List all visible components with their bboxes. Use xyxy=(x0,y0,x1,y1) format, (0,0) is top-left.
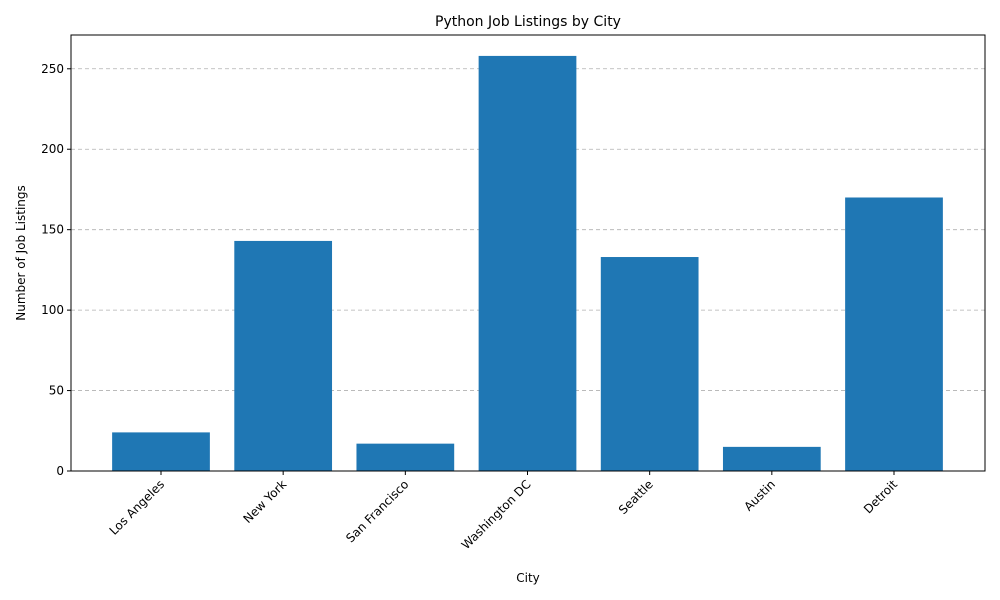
x-axis: Los Angeles New York San Francisco Washingt… xyxy=(107,471,900,552)
x-tick-label: Detroit xyxy=(861,477,900,516)
y-tick-label: 50 xyxy=(49,384,64,398)
x-tick-label: Washington DC xyxy=(459,477,534,552)
y-tick-label: 100 xyxy=(41,303,64,317)
bar-austin xyxy=(722,446,821,471)
x-tick-label: New York xyxy=(241,477,290,526)
bar-washington-dc xyxy=(478,55,577,471)
bar-seattle xyxy=(600,257,699,471)
bar-los-angeles xyxy=(112,432,210,471)
chart-title: Python Job Listings by City xyxy=(435,14,621,30)
y-tick-label: 250 xyxy=(41,62,64,76)
bar-san-francisco xyxy=(356,443,455,471)
bar-new-york xyxy=(234,240,333,471)
y-axis-label: Number of Job Listings xyxy=(14,185,28,321)
y-tick-label: 0 xyxy=(56,464,64,478)
x-tick-label: Seattle xyxy=(616,477,656,517)
x-tick-label: Los Angeles xyxy=(107,477,168,538)
x-tick-label: Austin xyxy=(741,477,778,514)
bar-detroit xyxy=(845,197,943,472)
x-axis-label: City xyxy=(516,571,540,585)
y-tick-label: 200 xyxy=(41,142,64,156)
bars xyxy=(112,55,943,472)
y-axis: 0 50 100 150 200 250 xyxy=(41,62,71,478)
y-tick-label: 150 xyxy=(41,223,64,237)
x-tick-label: San Francisco xyxy=(343,477,411,545)
